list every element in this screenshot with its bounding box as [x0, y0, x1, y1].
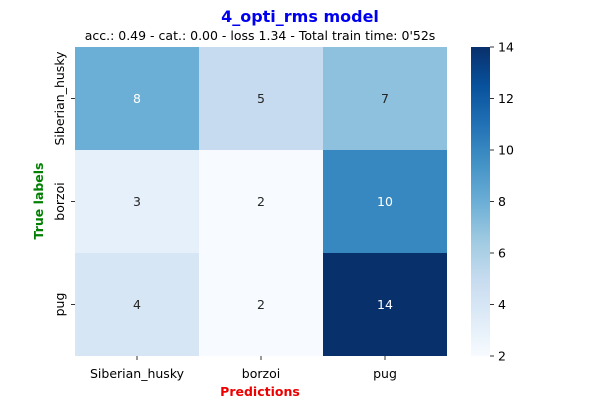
heatmap-cell — [199, 150, 323, 253]
x-tick-labels: Siberian_husky borzoi pug — [90, 356, 397, 381]
cell-value-label: 8 — [133, 91, 141, 106]
y-axis-label: True labels — [31, 163, 46, 240]
colorbar-tick-label: 12 — [498, 91, 514, 106]
chart-title: 4_opti_rms model — [221, 7, 379, 26]
chart-subtitle: acc.: 0.49 - cat.: 0.00 - loss 1.34 - To… — [85, 28, 436, 43]
cell-value-label: 4 — [133, 297, 141, 312]
colorbar-tick-label: 14 — [498, 40, 514, 55]
cell-value-label: 5 — [257, 91, 265, 106]
heatmap-cell — [323, 253, 447, 356]
cell-value-label: 7 — [381, 91, 389, 106]
y-tick-label: borzoi — [52, 182, 67, 220]
x-axis-label: Predictions — [220, 384, 300, 399]
heatmap-cell — [323, 47, 447, 150]
heatmap-cell — [199, 47, 323, 150]
cell-value-label: 14 — [377, 297, 393, 312]
colorbar-tick-label: 6 — [498, 246, 506, 261]
colorbar-tick-label: 8 — [498, 194, 506, 209]
colorbar-tick-label: 2 — [498, 349, 506, 364]
colorbar-tick-label: 10 — [498, 143, 514, 158]
heatmap-cell — [75, 150, 199, 253]
cell-value-label: 2 — [257, 297, 265, 312]
heatmap-cell — [75, 47, 199, 150]
cell-value-label: 2 — [257, 194, 265, 209]
cell-value-label: 10 — [377, 194, 393, 209]
x-tick-label: borzoi — [242, 366, 280, 381]
x-tick-label: pug — [373, 366, 397, 381]
cell-value-label: 3 — [133, 194, 141, 209]
heatmap-cells: 8 5 7 3 2 10 4 2 14 — [75, 47, 447, 356]
y-tick-label: pug — [52, 293, 67, 317]
colorbar — [471, 47, 490, 356]
heatmap-cell — [199, 253, 323, 356]
colorbar-ticks: 2 4 6 8 10 12 14 — [490, 40, 514, 364]
heatmap-cell — [75, 253, 199, 356]
y-tick-label: Siberian_husky — [52, 51, 67, 146]
x-tick-label: Siberian_husky — [90, 366, 185, 381]
heatmap-cell — [323, 150, 447, 253]
colorbar-tick-label: 4 — [498, 297, 506, 312]
